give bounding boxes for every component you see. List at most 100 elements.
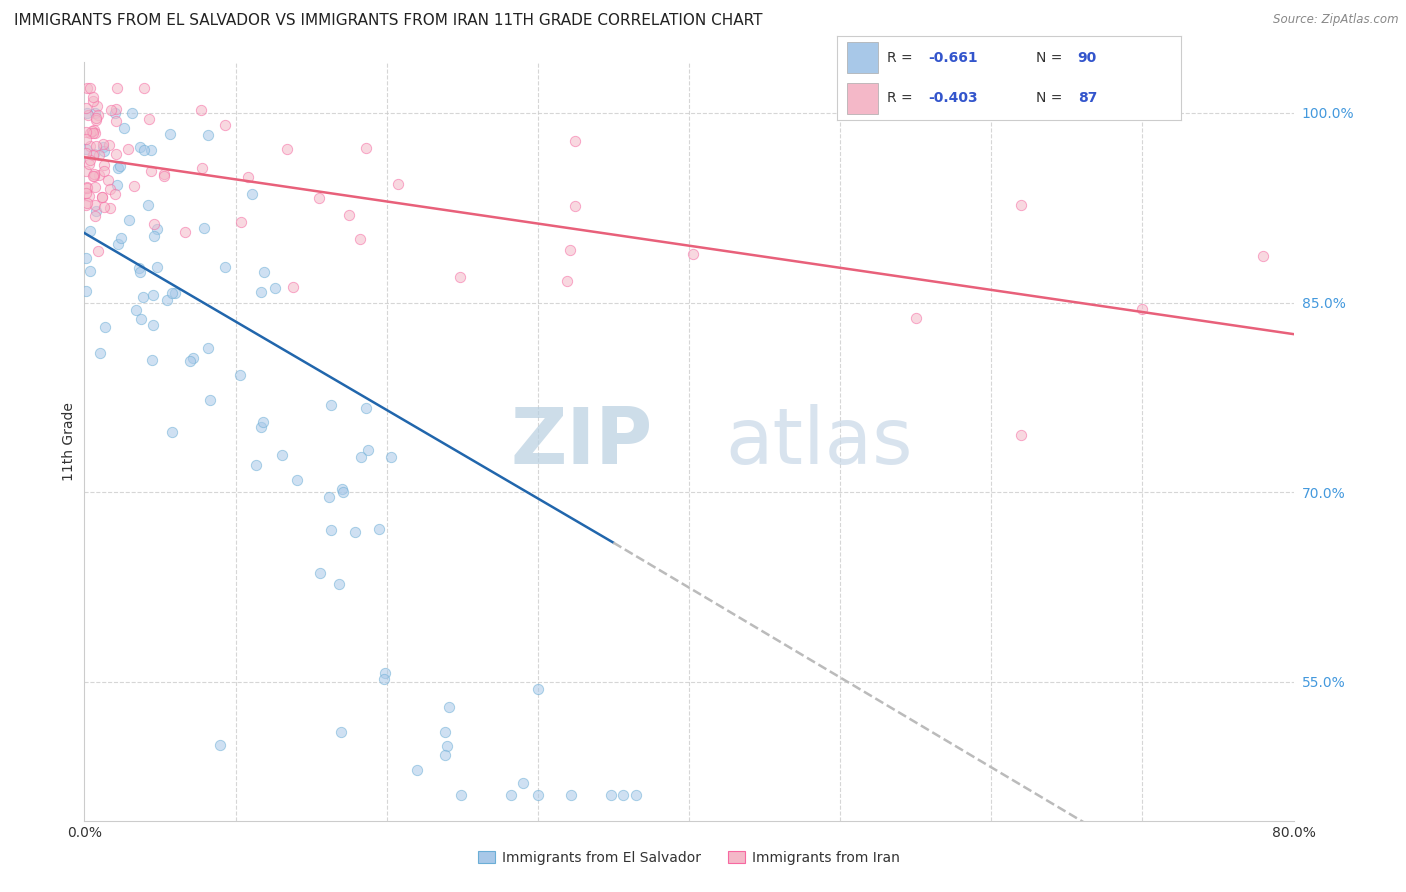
Point: [75, 186, 97, 200]
Point: [134, 144, 156, 158]
Point: [240, 187, 263, 202]
Point: [75, 132, 97, 146]
Point: [564, 134, 586, 148]
Point: [90, 190, 112, 204]
Point: [318, 490, 340, 504]
Point: [380, 450, 402, 465]
Point: [197, 128, 219, 142]
Point: [190, 161, 212, 176]
Point: [82, 169, 104, 183]
Point: [129, 312, 152, 326]
Text: atlas: atlas: [725, 403, 912, 480]
Point: [250, 285, 273, 300]
Point: [181, 351, 204, 366]
Point: [276, 143, 298, 157]
Point: [104, 106, 127, 120]
Point: [84, 198, 107, 212]
Point: [281, 279, 304, 293]
Point: [142, 228, 165, 243]
Point: [146, 260, 169, 274]
Point: [112, 121, 135, 136]
Point: [337, 208, 360, 222]
Point: [156, 293, 179, 307]
Point: [173, 226, 195, 240]
Point: [105, 113, 128, 128]
Point: [564, 199, 586, 213]
Point: [76, 80, 98, 95]
Point: [332, 482, 354, 496]
Text: -0.661: -0.661: [928, 51, 977, 65]
Point: [236, 169, 259, 184]
Point: [108, 160, 131, 174]
Point: [118, 212, 141, 227]
Point: [560, 789, 582, 803]
Point: [159, 127, 181, 141]
Point: [136, 198, 159, 212]
Point: [285, 473, 308, 487]
Point: [86, 138, 108, 153]
Point: [250, 420, 273, 434]
Point: [131, 290, 153, 304]
Text: N =: N =: [1036, 51, 1067, 65]
Point: [94, 319, 117, 334]
Point: [110, 231, 132, 245]
Point: [84, 209, 107, 223]
Point: [97, 173, 120, 187]
Point: [142, 318, 165, 332]
Point: [107, 161, 129, 175]
Point: [93, 144, 115, 158]
Legend: Immigrants from El Salvador, Immigrants from Iran: Immigrants from El Salvador, Immigrants …: [472, 846, 905, 871]
Point: [121, 106, 143, 120]
Point: [270, 448, 292, 462]
Point: [252, 415, 274, 429]
Y-axis label: 11th Grade: 11th Grade: [62, 402, 76, 481]
Point: [527, 789, 550, 803]
Point: [98, 182, 121, 196]
Point: [80, 124, 103, 138]
Point: [100, 103, 122, 117]
Point: [83, 169, 105, 184]
Point: [328, 576, 350, 591]
Point: [245, 458, 267, 472]
Point: [75, 145, 97, 160]
Point: [179, 354, 201, 368]
Point: [1253, 249, 1275, 263]
Point: [98, 201, 121, 215]
Point: [75, 198, 97, 212]
Point: [354, 141, 377, 155]
Point: [105, 178, 128, 193]
Point: [560, 244, 582, 258]
Point: [162, 286, 184, 301]
Point: [79, 264, 101, 278]
Point: [104, 187, 127, 202]
Point: [374, 665, 396, 680]
Point: [134, 80, 156, 95]
Point: [357, 443, 380, 458]
Point: [129, 140, 152, 154]
Text: 90: 90: [1077, 51, 1097, 65]
Point: [83, 106, 105, 120]
Point: [75, 125, 97, 139]
Point: [624, 789, 647, 803]
Point: [89, 346, 111, 360]
Point: [87, 244, 110, 258]
Point: [214, 260, 236, 274]
Point: [77, 108, 100, 122]
Point: [450, 789, 472, 803]
Point: [555, 274, 578, 288]
Point: [344, 525, 367, 540]
Point: [214, 118, 236, 132]
Point: [82, 126, 104, 140]
Point: [83, 146, 105, 161]
Text: R =: R =: [887, 91, 917, 105]
Point: [91, 136, 114, 151]
Point: [79, 223, 101, 237]
Point: [349, 232, 371, 246]
Point: [93, 158, 115, 172]
Point: [139, 164, 162, 178]
Point: [76, 181, 98, 195]
Point: [79, 126, 101, 140]
Point: [209, 738, 232, 752]
Point: [124, 303, 146, 318]
Point: [499, 789, 522, 803]
